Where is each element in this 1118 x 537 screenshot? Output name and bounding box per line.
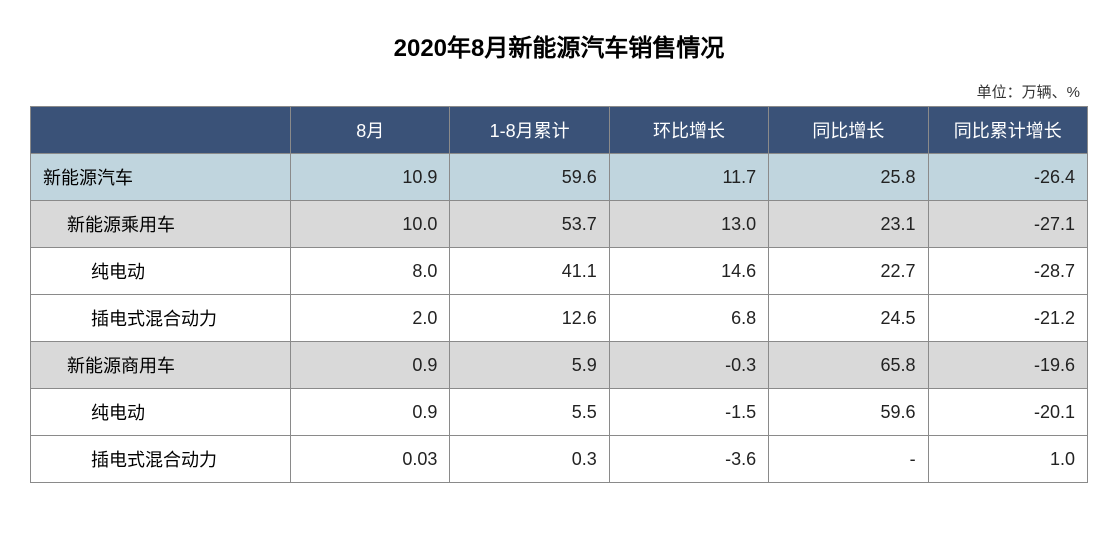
col-header-yoy: 同比增长: [769, 107, 928, 154]
cell-mom: -3.6: [609, 436, 768, 483]
cell-aug: 8.0: [291, 248, 450, 295]
table-row: 纯电动0.95.5-1.559.6-20.1: [31, 389, 1088, 436]
cell-yoy_cum: 1.0: [928, 436, 1087, 483]
cell-mom: -1.5: [609, 389, 768, 436]
table-row: 插电式混合动力0.030.3-3.6-1.0: [31, 436, 1088, 483]
cell-yoy_cum: -27.1: [928, 201, 1087, 248]
cell-cum: 12.6: [450, 295, 609, 342]
cell-aug: 2.0: [291, 295, 450, 342]
table-body: 新能源汽车10.959.611.725.8-26.4新能源乘用车10.053.7…: [31, 154, 1088, 483]
row-label: 纯电动: [31, 248, 291, 295]
cell-aug: 0.9: [291, 389, 450, 436]
unit-label: 单位：万辆、%: [30, 81, 1088, 102]
cell-mom: -0.3: [609, 342, 768, 389]
sales-table: 8月 1-8月累计 环比增长 同比增长 同比累计增长 新能源汽车10.959.6…: [30, 106, 1088, 483]
cell-yoy: 23.1: [769, 201, 928, 248]
cell-cum: 53.7: [450, 201, 609, 248]
cell-yoy: 65.8: [769, 342, 928, 389]
table-row: 纯电动8.041.114.622.7-28.7: [31, 248, 1088, 295]
cell-cum: 59.6: [450, 154, 609, 201]
col-header-label: [31, 107, 291, 154]
cell-yoy: 25.8: [769, 154, 928, 201]
cell-yoy_cum: -28.7: [928, 248, 1087, 295]
cell-yoy: 24.5: [769, 295, 928, 342]
row-label: 新能源汽车: [31, 154, 291, 201]
page-title: 2020年8月新能源汽车销售情况: [30, 28, 1088, 63]
cell-aug: 0.9: [291, 342, 450, 389]
cell-yoy_cum: -21.2: [928, 295, 1087, 342]
cell-yoy_cum: -20.1: [928, 389, 1087, 436]
cell-yoy_cum: -19.6: [928, 342, 1087, 389]
col-header-cum: 1-8月累计: [450, 107, 609, 154]
cell-mom: 14.6: [609, 248, 768, 295]
row-label: 新能源乘用车: [31, 201, 291, 248]
cell-mom: 13.0: [609, 201, 768, 248]
row-label: 插电式混合动力: [31, 295, 291, 342]
cell-mom: 6.8: [609, 295, 768, 342]
cell-cum: 5.9: [450, 342, 609, 389]
table-row: 新能源商用车0.95.9-0.365.8-19.6: [31, 342, 1088, 389]
cell-cum: 5.5: [450, 389, 609, 436]
cell-yoy_cum: -26.4: [928, 154, 1087, 201]
row-label: 纯电动: [31, 389, 291, 436]
table-row: 新能源乘用车10.053.713.023.1-27.1: [31, 201, 1088, 248]
table-header-row: 8月 1-8月累计 环比增长 同比增长 同比累计增长: [31, 107, 1088, 154]
cell-yoy: 59.6: [769, 389, 928, 436]
cell-mom: 11.7: [609, 154, 768, 201]
row-label: 插电式混合动力: [31, 436, 291, 483]
table-row: 插电式混合动力2.012.66.824.5-21.2: [31, 295, 1088, 342]
table-row: 新能源汽车10.959.611.725.8-26.4: [31, 154, 1088, 201]
cell-aug: 10.9: [291, 154, 450, 201]
cell-yoy: -: [769, 436, 928, 483]
cell-cum: 41.1: [450, 248, 609, 295]
cell-cum: 0.3: [450, 436, 609, 483]
col-header-mom: 环比增长: [609, 107, 768, 154]
col-header-aug: 8月: [291, 107, 450, 154]
cell-aug: 10.0: [291, 201, 450, 248]
cell-yoy: 22.7: [769, 248, 928, 295]
row-label: 新能源商用车: [31, 342, 291, 389]
cell-aug: 0.03: [291, 436, 450, 483]
col-header-yoy-cum: 同比累计增长: [928, 107, 1087, 154]
